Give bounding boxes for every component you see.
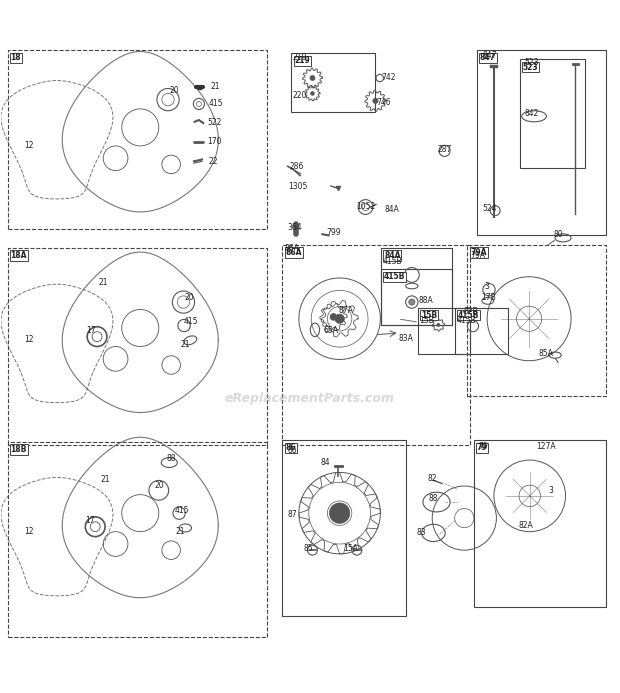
Bar [520, 60, 585, 168]
Bar [381, 270, 452, 325]
Text: 83A: 83A [399, 334, 414, 343]
Text: 21: 21 [99, 278, 108, 287]
Text: 21: 21 [180, 340, 190, 349]
Text: 3: 3 [484, 281, 489, 290]
Text: 12: 12 [24, 141, 33, 150]
Text: 219: 219 [293, 53, 307, 62]
Bar [455, 308, 508, 354]
Text: 287: 287 [437, 145, 451, 154]
Text: 799: 799 [326, 228, 340, 237]
Text: 286: 286 [289, 161, 303, 170]
Text: 86A: 86A [285, 247, 302, 256]
Text: 15B: 15B [421, 310, 437, 319]
Text: 79A: 79A [471, 251, 485, 260]
Text: 85A: 85A [538, 349, 553, 358]
Bar [282, 440, 405, 616]
Text: 364: 364 [288, 224, 303, 232]
Circle shape [329, 503, 350, 523]
Text: 17: 17 [87, 326, 96, 335]
Text: 84A: 84A [384, 251, 401, 260]
Text: 79: 79 [478, 442, 488, 451]
Text: 170: 170 [208, 137, 222, 146]
Text: 86: 86 [288, 446, 298, 455]
Text: 12: 12 [24, 527, 33, 536]
Text: 82: 82 [427, 474, 436, 483]
Text: 84: 84 [321, 458, 330, 467]
Text: 523: 523 [523, 62, 539, 71]
Text: 742: 742 [381, 73, 396, 82]
Text: 79A: 79A [471, 247, 487, 256]
Circle shape [335, 314, 344, 324]
Text: 21: 21 [100, 475, 110, 484]
Text: 20: 20 [169, 87, 179, 96]
Text: 88: 88 [167, 455, 176, 464]
Bar [282, 245, 471, 446]
Bar [467, 245, 606, 396]
Circle shape [310, 76, 315, 80]
Text: 3: 3 [548, 486, 553, 495]
Text: 847: 847 [480, 53, 496, 62]
Text: 84A: 84A [384, 205, 399, 214]
Text: 415B: 415B [458, 310, 479, 319]
Text: 87A: 87A [339, 306, 353, 315]
Text: 21: 21 [175, 527, 185, 536]
Text: eReplacementParts.com: eReplacementParts.com [225, 392, 395, 405]
Text: 524: 524 [483, 204, 497, 213]
Circle shape [409, 299, 415, 305]
Text: 746: 746 [376, 98, 391, 107]
Text: 18B: 18B [11, 446, 27, 454]
Text: 415: 415 [209, 99, 223, 108]
Text: 415B: 415B [384, 272, 405, 281]
Text: 127A: 127A [536, 442, 556, 451]
Text: 1052: 1052 [356, 202, 376, 211]
Text: 65A: 65A [324, 326, 339, 335]
Text: 86A: 86A [284, 245, 299, 254]
Text: 17: 17 [85, 516, 94, 525]
Bar [381, 247, 452, 325]
Text: 80: 80 [554, 229, 564, 238]
Text: 15A: 15A [343, 544, 358, 553]
Text: 88A: 88A [418, 297, 433, 306]
Text: 87: 87 [288, 510, 298, 519]
Bar [7, 50, 267, 229]
Bar [7, 247, 267, 446]
Text: 12: 12 [24, 335, 33, 344]
Text: 22: 22 [209, 157, 218, 166]
Text: 1305: 1305 [288, 182, 307, 191]
Circle shape [311, 91, 314, 96]
Text: 842: 842 [524, 109, 539, 118]
Text: 86: 86 [285, 444, 296, 453]
Text: 82B: 82B [463, 308, 477, 317]
Bar [477, 50, 606, 236]
Text: 83: 83 [416, 528, 426, 537]
Bar [291, 53, 375, 112]
Text: 79: 79 [477, 444, 487, 453]
Text: 85: 85 [304, 544, 314, 553]
Text: 415: 415 [174, 506, 188, 515]
Text: 415: 415 [184, 317, 198, 326]
Text: 415B: 415B [383, 257, 402, 266]
Circle shape [437, 324, 440, 326]
Bar [474, 440, 606, 607]
Text: 15B: 15B [419, 316, 434, 325]
Text: 847: 847 [483, 51, 497, 60]
Text: 20: 20 [185, 292, 194, 301]
Text: 522: 522 [208, 118, 222, 127]
Bar [418, 308, 471, 354]
Text: 21: 21 [210, 82, 219, 91]
Text: 18A: 18A [11, 251, 27, 260]
Text: 82A: 82A [518, 521, 533, 530]
Text: 20: 20 [154, 482, 164, 491]
Text: 18: 18 [11, 53, 21, 62]
Text: 219: 219 [294, 56, 311, 65]
Text: 523: 523 [524, 58, 539, 67]
Text: 17B: 17B [482, 292, 497, 301]
Circle shape [373, 98, 378, 103]
Text: 415B: 415B [456, 316, 476, 325]
Text: 88: 88 [428, 494, 438, 503]
Text: 220: 220 [293, 91, 307, 100]
Circle shape [330, 313, 337, 320]
Bar [7, 442, 267, 637]
